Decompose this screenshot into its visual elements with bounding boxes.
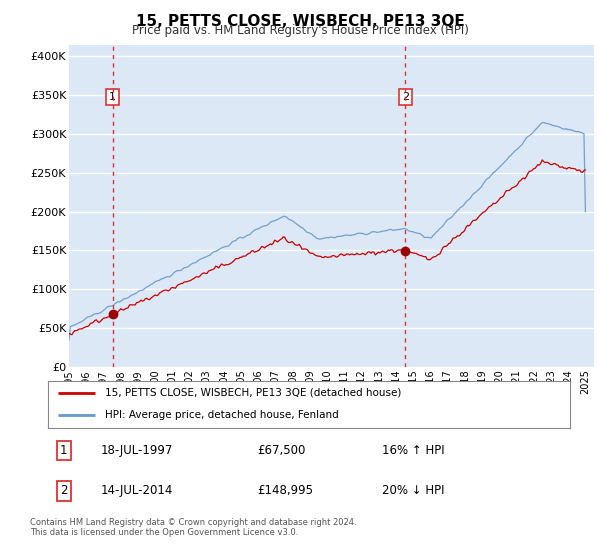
Text: 1: 1 [109, 92, 116, 102]
Text: 15, PETTS CLOSE, WISBECH, PE13 3QE (detached house): 15, PETTS CLOSE, WISBECH, PE13 3QE (deta… [106, 388, 402, 398]
Text: 16% ↑ HPI: 16% ↑ HPI [382, 444, 445, 457]
Text: Price paid vs. HM Land Registry's House Price Index (HPI): Price paid vs. HM Land Registry's House … [131, 24, 469, 37]
Text: £67,500: £67,500 [257, 444, 305, 457]
Text: 20% ↓ HPI: 20% ↓ HPI [382, 484, 445, 497]
Text: 2: 2 [402, 92, 409, 102]
Text: 14-JUL-2014: 14-JUL-2014 [100, 484, 173, 497]
Text: 1: 1 [60, 444, 67, 457]
Text: 18-JUL-1997: 18-JUL-1997 [100, 444, 173, 457]
Text: 2: 2 [60, 484, 67, 497]
Text: HPI: Average price, detached house, Fenland: HPI: Average price, detached house, Fenl… [106, 410, 339, 420]
Text: £148,995: £148,995 [257, 484, 313, 497]
Text: 15, PETTS CLOSE, WISBECH, PE13 3QE: 15, PETTS CLOSE, WISBECH, PE13 3QE [136, 14, 464, 29]
Text: Contains HM Land Registry data © Crown copyright and database right 2024.
This d: Contains HM Land Registry data © Crown c… [30, 518, 356, 538]
